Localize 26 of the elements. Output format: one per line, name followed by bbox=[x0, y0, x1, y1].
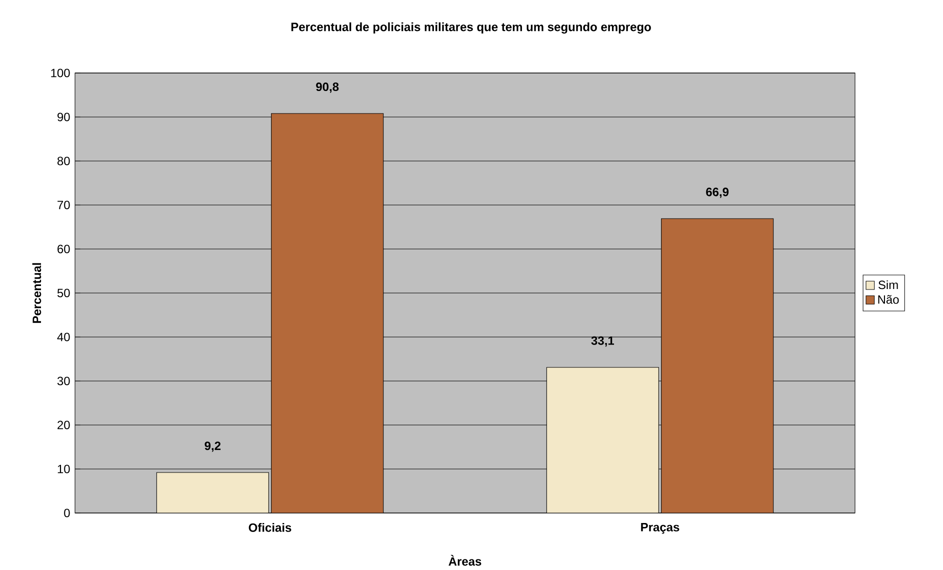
y-tick-label: 10 bbox=[58, 464, 70, 474]
legend-label: Não bbox=[878, 294, 899, 304]
bar bbox=[546, 367, 659, 513]
y-tick-label: 40 bbox=[57, 332, 70, 342]
y-tick-label: 30 bbox=[57, 376, 70, 386]
data-label: 9,2 bbox=[204, 442, 221, 452]
y-tick-label: 20 bbox=[58, 420, 70, 430]
y-tick-label: 50 bbox=[57, 288, 70, 298]
y-tick-label: 80 bbox=[57, 156, 70, 166]
x-tick-label: Oficiais bbox=[248, 522, 292, 532]
y-tick-label: 0 bbox=[64, 508, 70, 518]
chart-title: Percentual de policiais militares que tem um segundo emprego bbox=[291, 22, 651, 34]
y-tick-label: 90 bbox=[58, 112, 70, 122]
y-tick-label: 70 bbox=[58, 200, 70, 210]
bar bbox=[156, 472, 269, 513]
bar bbox=[271, 113, 384, 513]
data-label: 33,1 bbox=[591, 336, 614, 347]
y-tick-label: 60 bbox=[58, 244, 70, 254]
data-label: 66,9 bbox=[706, 188, 729, 198]
y-tick-label: 100 bbox=[51, 68, 70, 78]
y-axis-title: Percentual bbox=[32, 263, 42, 323]
legend-label: Sim bbox=[878, 280, 898, 290]
x-axis-title: Àreas bbox=[448, 554, 482, 566]
data-label: 90,8 bbox=[316, 82, 339, 93]
x-tick-label: Praças bbox=[641, 522, 680, 534]
bar bbox=[661, 218, 774, 513]
